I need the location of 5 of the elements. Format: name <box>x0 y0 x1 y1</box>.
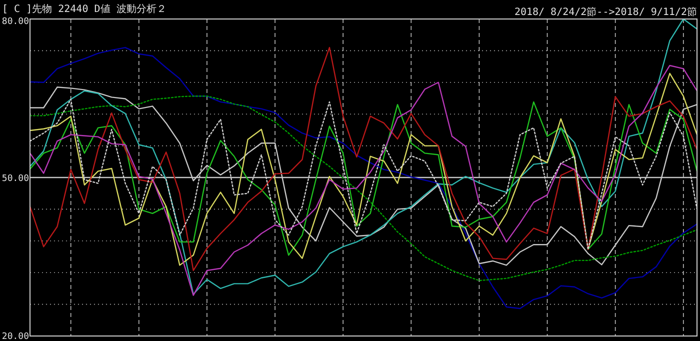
chart-title: [ C ]先物 22440 D値 波動分析２ <box>2 3 166 15</box>
y-tick-label: 20.00 <box>2 332 29 341</box>
y-tick-label: 50.00 <box>2 174 29 184</box>
chart-subtitle: 2018/ 8/24/2節-->2018/ 9/11/2節 <box>514 7 697 18</box>
y-tick-label: 80.00 <box>2 17 29 27</box>
